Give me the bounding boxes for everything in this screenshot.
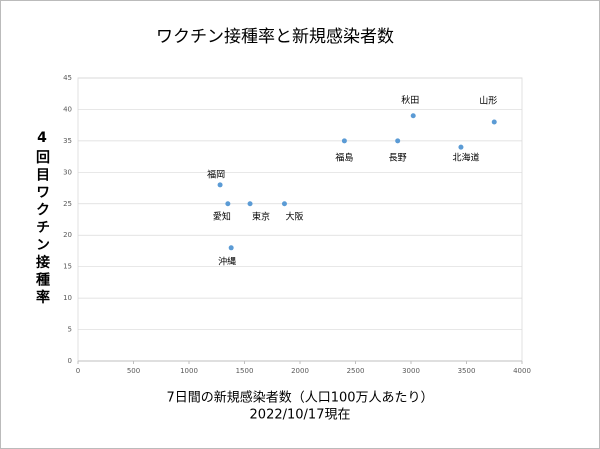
x-tick-label: 2500 [347, 367, 365, 375]
point [247, 201, 253, 207]
y-tick-label: 35 [63, 137, 72, 145]
x-tick-label: 1000 [180, 367, 198, 375]
point [225, 201, 231, 207]
point-label: 福島 [335, 151, 353, 163]
x-tick-label: 500 [127, 367, 140, 375]
x-tick-label: 4000 [513, 367, 531, 375]
x-axis-note: 2022/10/17現在 [250, 408, 351, 423]
point [341, 138, 347, 144]
y-tick-label: 15 [63, 263, 72, 271]
y-tick-label: 5 [68, 326, 72, 334]
y-tick-label: 10 [63, 294, 72, 302]
point [491, 119, 497, 125]
point-label: 東京 [252, 210, 270, 222]
point-label: 秋田 [401, 94, 419, 106]
point [217, 182, 223, 188]
point-label: 福岡 [207, 168, 225, 180]
y-tick-label: 30 [63, 168, 72, 176]
point-label: 北海道 [452, 152, 479, 164]
y-tick-label: 0 [68, 357, 72, 365]
x-axis-label: 7日間の新規感染者数（人口100万人あたり） [166, 390, 433, 406]
point [395, 138, 401, 144]
y-tick-label: 45 [63, 74, 72, 82]
point-label: 愛知 [213, 210, 231, 222]
x-tick-label: 3500 [458, 367, 476, 375]
x-tick-label: 2000 [291, 367, 309, 375]
x-tick-label: 0 [76, 367, 80, 375]
x-tick-label: 1500 [236, 367, 254, 375]
y-tick-label: 25 [63, 200, 72, 208]
y-tick-label: 40 [63, 105, 72, 113]
chart-title: ワクチン接種率と新規感染者数 [156, 27, 394, 47]
point [228, 245, 234, 251]
point [410, 113, 416, 119]
y-tick-label: 20 [63, 231, 72, 239]
x-tick-label: 3000 [402, 367, 420, 375]
point-label: 山形 [479, 95, 497, 107]
y-axis-label: 4回目ワクチン接種率 [34, 130, 50, 307]
point-label: 大阪 [285, 210, 303, 222]
point [458, 144, 464, 150]
point-label: 長野 [389, 152, 407, 163]
point [281, 201, 287, 207]
point-label: 沖縄 [218, 255, 236, 267]
